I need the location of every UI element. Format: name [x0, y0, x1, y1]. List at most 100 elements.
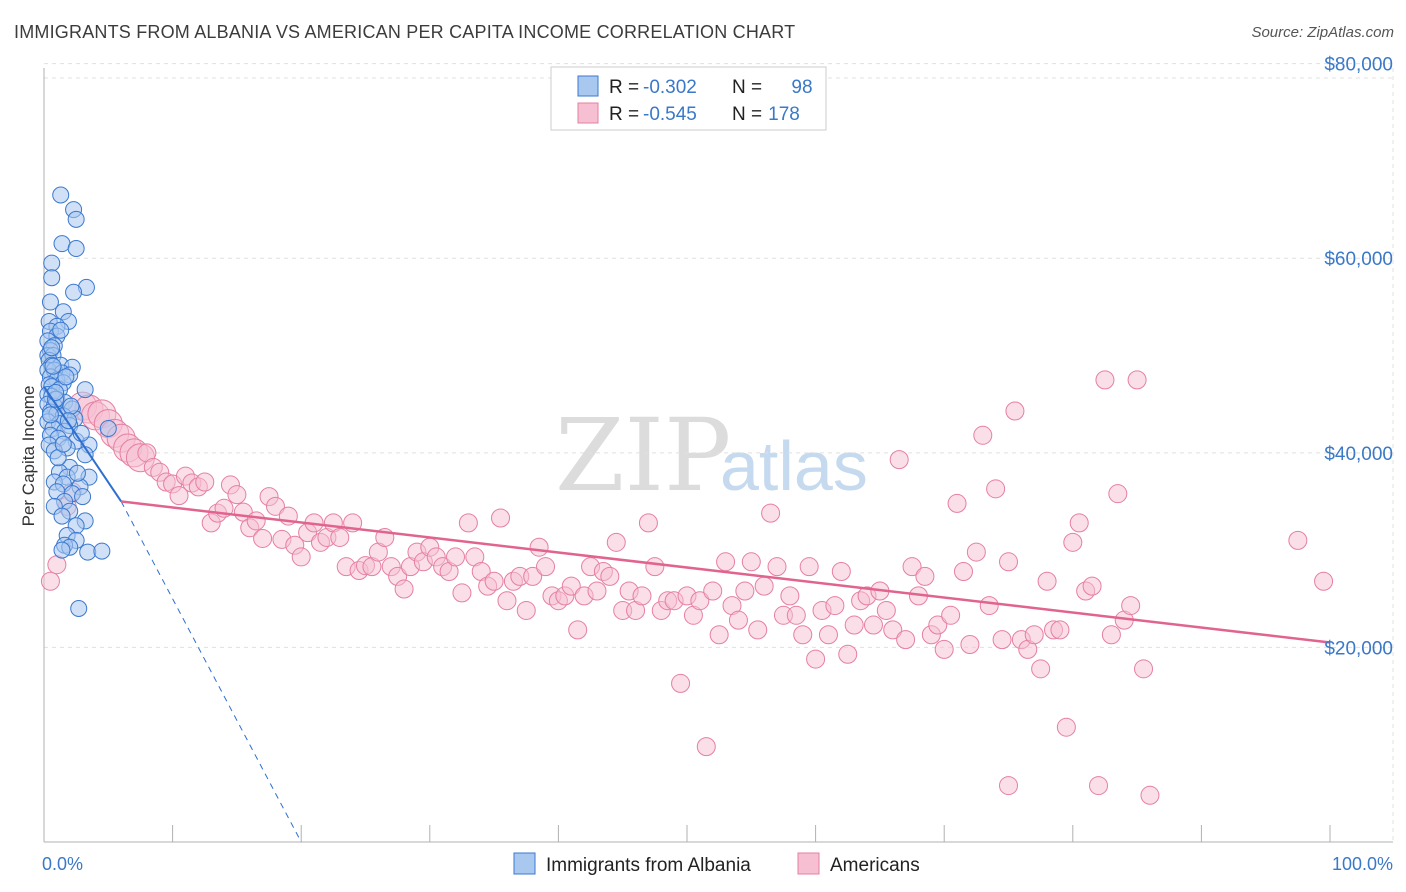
- albania-point-6: [43, 269, 61, 287]
- americans-point-141: [953, 562, 973, 582]
- americans-point-147: [992, 630, 1012, 650]
- americans-point-102: [703, 581, 723, 601]
- americans-point-127: [863, 615, 883, 635]
- y-tick-label-20000: $20,000: [1324, 638, 1393, 659]
- americans-point-146: [986, 479, 1006, 499]
- americans-point-148: [999, 552, 1018, 572]
- y-tick-labels: $20,000 $40,000 $60,000 $80,000: [1324, 55, 1393, 660]
- bottom-legend-pink-swatch: [797, 852, 820, 875]
- americans-point-124: [844, 615, 864, 635]
- albania-point-3: [53, 235, 71, 253]
- americans-point-120: [818, 625, 838, 645]
- americans-point-115: [786, 605, 806, 625]
- americans-point-73: [516, 600, 536, 620]
- watermark-zip: ZIP: [555, 397, 731, 514]
- gridlines: [44, 63, 1394, 842]
- x-tick-label-min: 0.0%: [42, 854, 83, 874]
- americans-point-123: [838, 644, 858, 664]
- americans-point-145: [979, 596, 999, 616]
- axes: [43, 68, 1393, 843]
- albania-point-81: [53, 541, 71, 559]
- x-tick-label-max: 100.0%: [1332, 854, 1393, 874]
- americans-point-114: [780, 586, 800, 606]
- americans-point-112: [767, 557, 787, 577]
- watermark-atlas: atlas: [720, 427, 868, 505]
- americans-point-158: [1063, 532, 1083, 552]
- albania-point-90: [43, 339, 61, 357]
- americans-point-86: [600, 566, 620, 586]
- americans-point-54: [394, 579, 414, 599]
- americans-point-144: [973, 425, 993, 445]
- americans-point-122: [831, 562, 851, 582]
- americans-point-68: [484, 571, 504, 591]
- americans-point-38: [291, 547, 311, 567]
- americans-point-161: [1082, 576, 1102, 596]
- bottom-legend-blue-label: Immigrants from Albania: [546, 855, 751, 876]
- americans-point-162: [1089, 776, 1109, 796]
- americans-point-138: [934, 639, 954, 659]
- albania-point-96: [54, 435, 72, 453]
- americans-point-19: [169, 486, 189, 506]
- americans-point-163: [1095, 370, 1115, 390]
- legend-blue-r-value: -0.302: [643, 77, 697, 98]
- americans-point-0: [40, 571, 60, 591]
- americans-point-109: [748, 620, 768, 640]
- albania-point-83: [93, 542, 111, 560]
- americans-point-142: [960, 634, 980, 654]
- y-tick-label-60000: $60,000: [1324, 249, 1393, 270]
- americans-point-131: [889, 450, 909, 470]
- albania-trendline-extension: [120, 501, 302, 843]
- americans-point-159: [1069, 513, 1089, 533]
- chart-title: IMMIGRANTS FROM ALBANIA VS AMERICAN PER …: [14, 22, 796, 42]
- americans-point-117: [799, 557, 819, 577]
- americans-point-157: [1056, 717, 1076, 737]
- americans-point-137: [928, 615, 948, 635]
- americans-point-93: [645, 557, 665, 577]
- albania-point-2: [67, 210, 85, 228]
- americans-point-63: [452, 583, 472, 603]
- americans-point-130: [883, 620, 903, 640]
- americans-point-172: [1314, 571, 1334, 591]
- americans-point-84: [587, 581, 607, 601]
- trendlines: [43, 386, 1331, 843]
- bottom-legend-pink-label: Americans: [830, 855, 920, 876]
- americans-point-91: [632, 586, 652, 606]
- legend-pink-r-label: R =: [609, 104, 639, 125]
- albania-trendline: [43, 386, 122, 503]
- americans-point-149: [1005, 401, 1025, 421]
- americans-point-44: [330, 527, 350, 547]
- americans-point-108: [741, 552, 761, 572]
- albania-point-70: [74, 488, 92, 506]
- albania-point-93: [62, 397, 80, 415]
- americans-point-69: [491, 508, 511, 528]
- albania-point-84: [70, 599, 88, 617]
- americans-trendline: [121, 500, 1331, 644]
- legend-pink-r-value: -0.545: [643, 104, 697, 125]
- albania-point-87: [41, 406, 59, 424]
- y-tick-label-40000: $40,000: [1324, 444, 1393, 465]
- albania-point-8: [65, 283, 83, 301]
- albania-point-97: [68, 464, 86, 482]
- americans-point-129: [876, 600, 896, 620]
- americans-point-169: [1134, 659, 1154, 679]
- albania-point-0: [52, 186, 70, 204]
- americans-point-170: [1140, 785, 1160, 805]
- americans-point-28: [227, 485, 247, 505]
- americans-point-64: [458, 513, 478, 533]
- americans-point-154: [1037, 571, 1057, 591]
- americans-point-104: [716, 552, 736, 572]
- legend-blue-n-value: 98: [791, 77, 812, 98]
- americans-point-118: [806, 649, 826, 669]
- americans-point-23: [195, 472, 215, 492]
- americans-point-101: [696, 737, 716, 757]
- americans-point-168: [1127, 370, 1147, 390]
- americans-point-100: [690, 591, 710, 611]
- albania-point-86: [57, 368, 75, 386]
- americans-point-70: [497, 591, 517, 611]
- americans-point-152: [1024, 625, 1044, 645]
- americans-point-87: [606, 532, 626, 552]
- y-tick-label-80000: $80,000: [1324, 55, 1393, 76]
- albania-point-35: [76, 381, 94, 399]
- americans-point-80: [561, 576, 581, 596]
